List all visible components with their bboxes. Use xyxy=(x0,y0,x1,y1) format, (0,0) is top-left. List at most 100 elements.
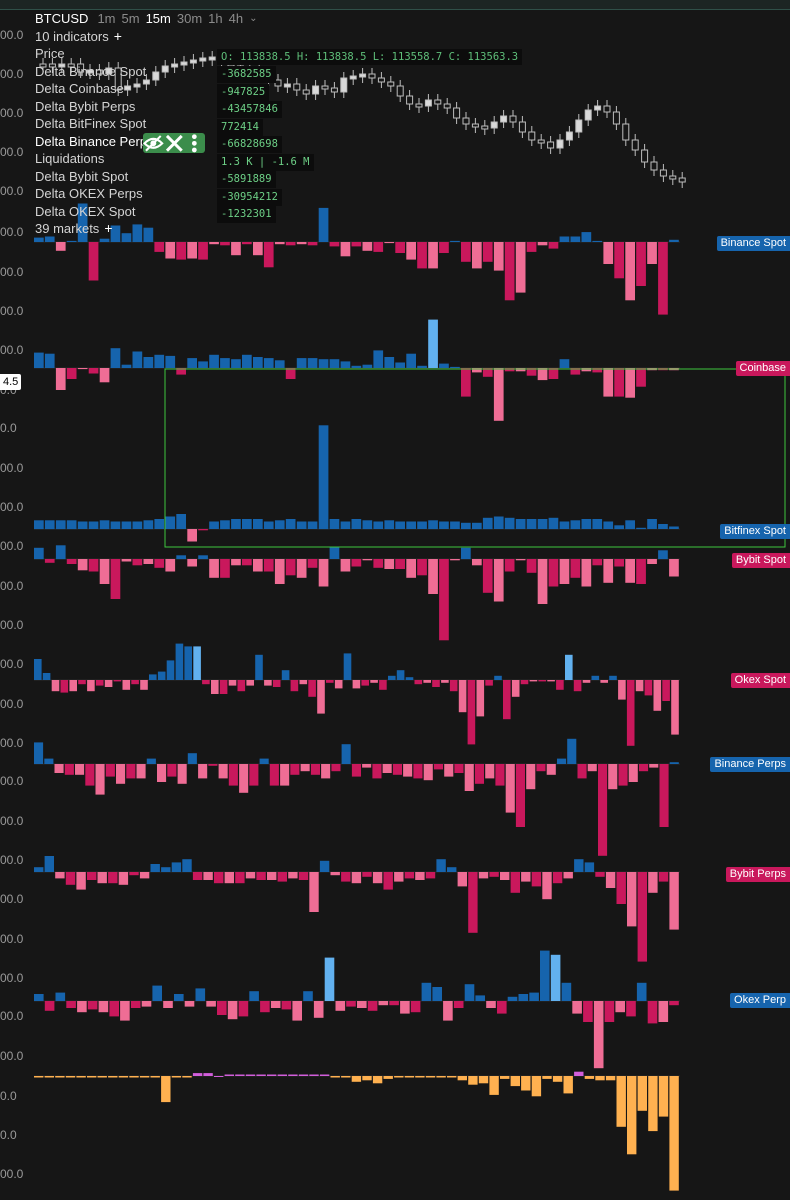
delta-bar xyxy=(351,242,362,247)
delta-bar xyxy=(428,319,438,368)
markets-row: 39 markets + xyxy=(35,220,215,238)
delta-bar xyxy=(44,856,54,872)
delta-bar xyxy=(122,680,131,690)
delta-bar xyxy=(658,1076,669,1117)
delta-bar xyxy=(326,680,334,683)
symbol-label[interactable]: BTCUSD xyxy=(35,11,89,26)
delta-bar xyxy=(515,559,526,561)
delta-bar xyxy=(318,207,329,242)
delta-bar xyxy=(603,242,614,264)
delta-bar xyxy=(582,680,591,683)
delta-bar xyxy=(309,872,319,912)
timeframe-4h[interactable]: 4h xyxy=(228,11,244,26)
indicator-delta-okex-spot[interactable]: Delta OKEX Spot xyxy=(35,203,136,219)
delta-bar xyxy=(625,559,635,583)
delta-bar xyxy=(171,1076,182,1078)
delta-bar xyxy=(531,872,542,887)
timeframe-1h[interactable]: 1h xyxy=(208,11,223,26)
delta-bar xyxy=(591,675,600,680)
delta-bar xyxy=(538,680,546,682)
delta-bar xyxy=(529,680,538,682)
markets-count[interactable]: 39 markets xyxy=(35,221,100,236)
delta-bar xyxy=(132,351,143,368)
delta-bar xyxy=(318,425,329,530)
delta-bar xyxy=(563,1076,573,1094)
delta-bar xyxy=(245,872,256,879)
delta-bar xyxy=(76,872,86,890)
value-delta-coinbase: -947825 xyxy=(217,83,270,101)
timeframe-15m[interactable]: 15m xyxy=(145,11,171,26)
delta-bar xyxy=(154,242,165,252)
delta-bar xyxy=(95,764,105,795)
delta-bar xyxy=(417,365,427,368)
delta-bar xyxy=(307,242,318,246)
delta-bar xyxy=(636,982,647,1001)
delta-bar xyxy=(573,680,582,692)
delta-bar xyxy=(267,1074,277,1076)
candle-body xyxy=(622,123,630,141)
chevron-down-icon[interactable]: ⌄ xyxy=(249,13,258,24)
close-icon[interactable] xyxy=(164,133,185,154)
eye-off-icon[interactable] xyxy=(143,133,164,154)
timeframe-30m[interactable]: 30m xyxy=(176,11,203,26)
indicator-delta-bybit-perps[interactable]: Delta Bybit Perps xyxy=(35,98,136,114)
candle-body xyxy=(556,139,564,149)
delta-bar xyxy=(110,559,121,599)
delta-bar xyxy=(97,1076,107,1078)
delta-bar xyxy=(198,764,208,779)
delta-bar xyxy=(659,764,669,827)
delta-bar xyxy=(351,764,361,777)
axis-tick-label: 00.0 xyxy=(0,1167,24,1181)
add-market-icon[interactable]: + xyxy=(104,220,113,236)
indicator-delta-binance-perps[interactable]: Delta Binance Perps xyxy=(35,133,154,149)
delta-bar xyxy=(253,519,263,529)
delta-bar xyxy=(439,363,449,368)
more-vertical-icon[interactable] xyxy=(184,133,205,154)
delta-bar xyxy=(406,559,416,578)
pane-label-binance-perps: Binance Perps xyxy=(710,757,790,772)
delta-bar xyxy=(367,1001,378,1011)
delta-bar xyxy=(443,1001,453,1021)
delta-bar xyxy=(362,364,373,368)
delta-bar xyxy=(618,680,626,700)
delta-bar xyxy=(406,353,416,368)
delta-bar xyxy=(648,872,658,893)
delta-bar xyxy=(394,872,404,882)
delta-bar xyxy=(175,643,184,680)
delta-bar xyxy=(249,764,259,786)
delta-bar xyxy=(143,520,154,530)
indicators-count[interactable]: 10 indicators xyxy=(35,28,109,44)
axis-tick-label: 00.0 xyxy=(0,618,24,632)
delta-bar xyxy=(237,680,246,692)
delta-bar xyxy=(421,982,432,1001)
delta-bar xyxy=(292,1001,302,1021)
delta-bar xyxy=(570,520,581,530)
indicator-price[interactable]: Price xyxy=(35,46,65,61)
delta-bar xyxy=(220,358,230,368)
delta-bar xyxy=(239,764,249,793)
indicator-delta-coinbase[interactable]: Delta Coinbase xyxy=(35,81,124,96)
delta-bar xyxy=(227,1001,238,1020)
delta-bar xyxy=(121,364,132,368)
delta-bar xyxy=(403,764,413,777)
delta-bar xyxy=(476,680,485,717)
indicator-delta-okex-perps[interactable]: Delta OKEX Perps xyxy=(35,186,143,201)
timeframe-5m[interactable]: 5m xyxy=(121,11,140,26)
add-indicator-icon[interactable]: + xyxy=(113,27,122,44)
indicator-delta-bitfinex-spot[interactable]: Delta BitFinex Spot xyxy=(35,116,147,131)
indicator-delta-binance-spot[interactable]: Delta Binance Spot xyxy=(35,63,147,79)
delta-bar xyxy=(253,357,263,368)
candle-body xyxy=(612,111,620,125)
delta-bar xyxy=(44,353,55,368)
axis-tick-label: 0.0 xyxy=(0,1128,17,1142)
indicator-delta-bybit-spot[interactable]: Delta Bybit Spot xyxy=(35,168,129,184)
delta-bar xyxy=(531,1076,542,1097)
delta-bar xyxy=(507,996,518,1001)
delta-bar xyxy=(51,680,60,692)
delta-bar xyxy=(467,680,476,745)
delta-bar xyxy=(464,984,475,1001)
delta-bar xyxy=(131,680,139,685)
timeframe-1m[interactable]: 1m xyxy=(97,11,116,26)
indicator-liquidations[interactable]: Liquidations xyxy=(35,151,105,166)
